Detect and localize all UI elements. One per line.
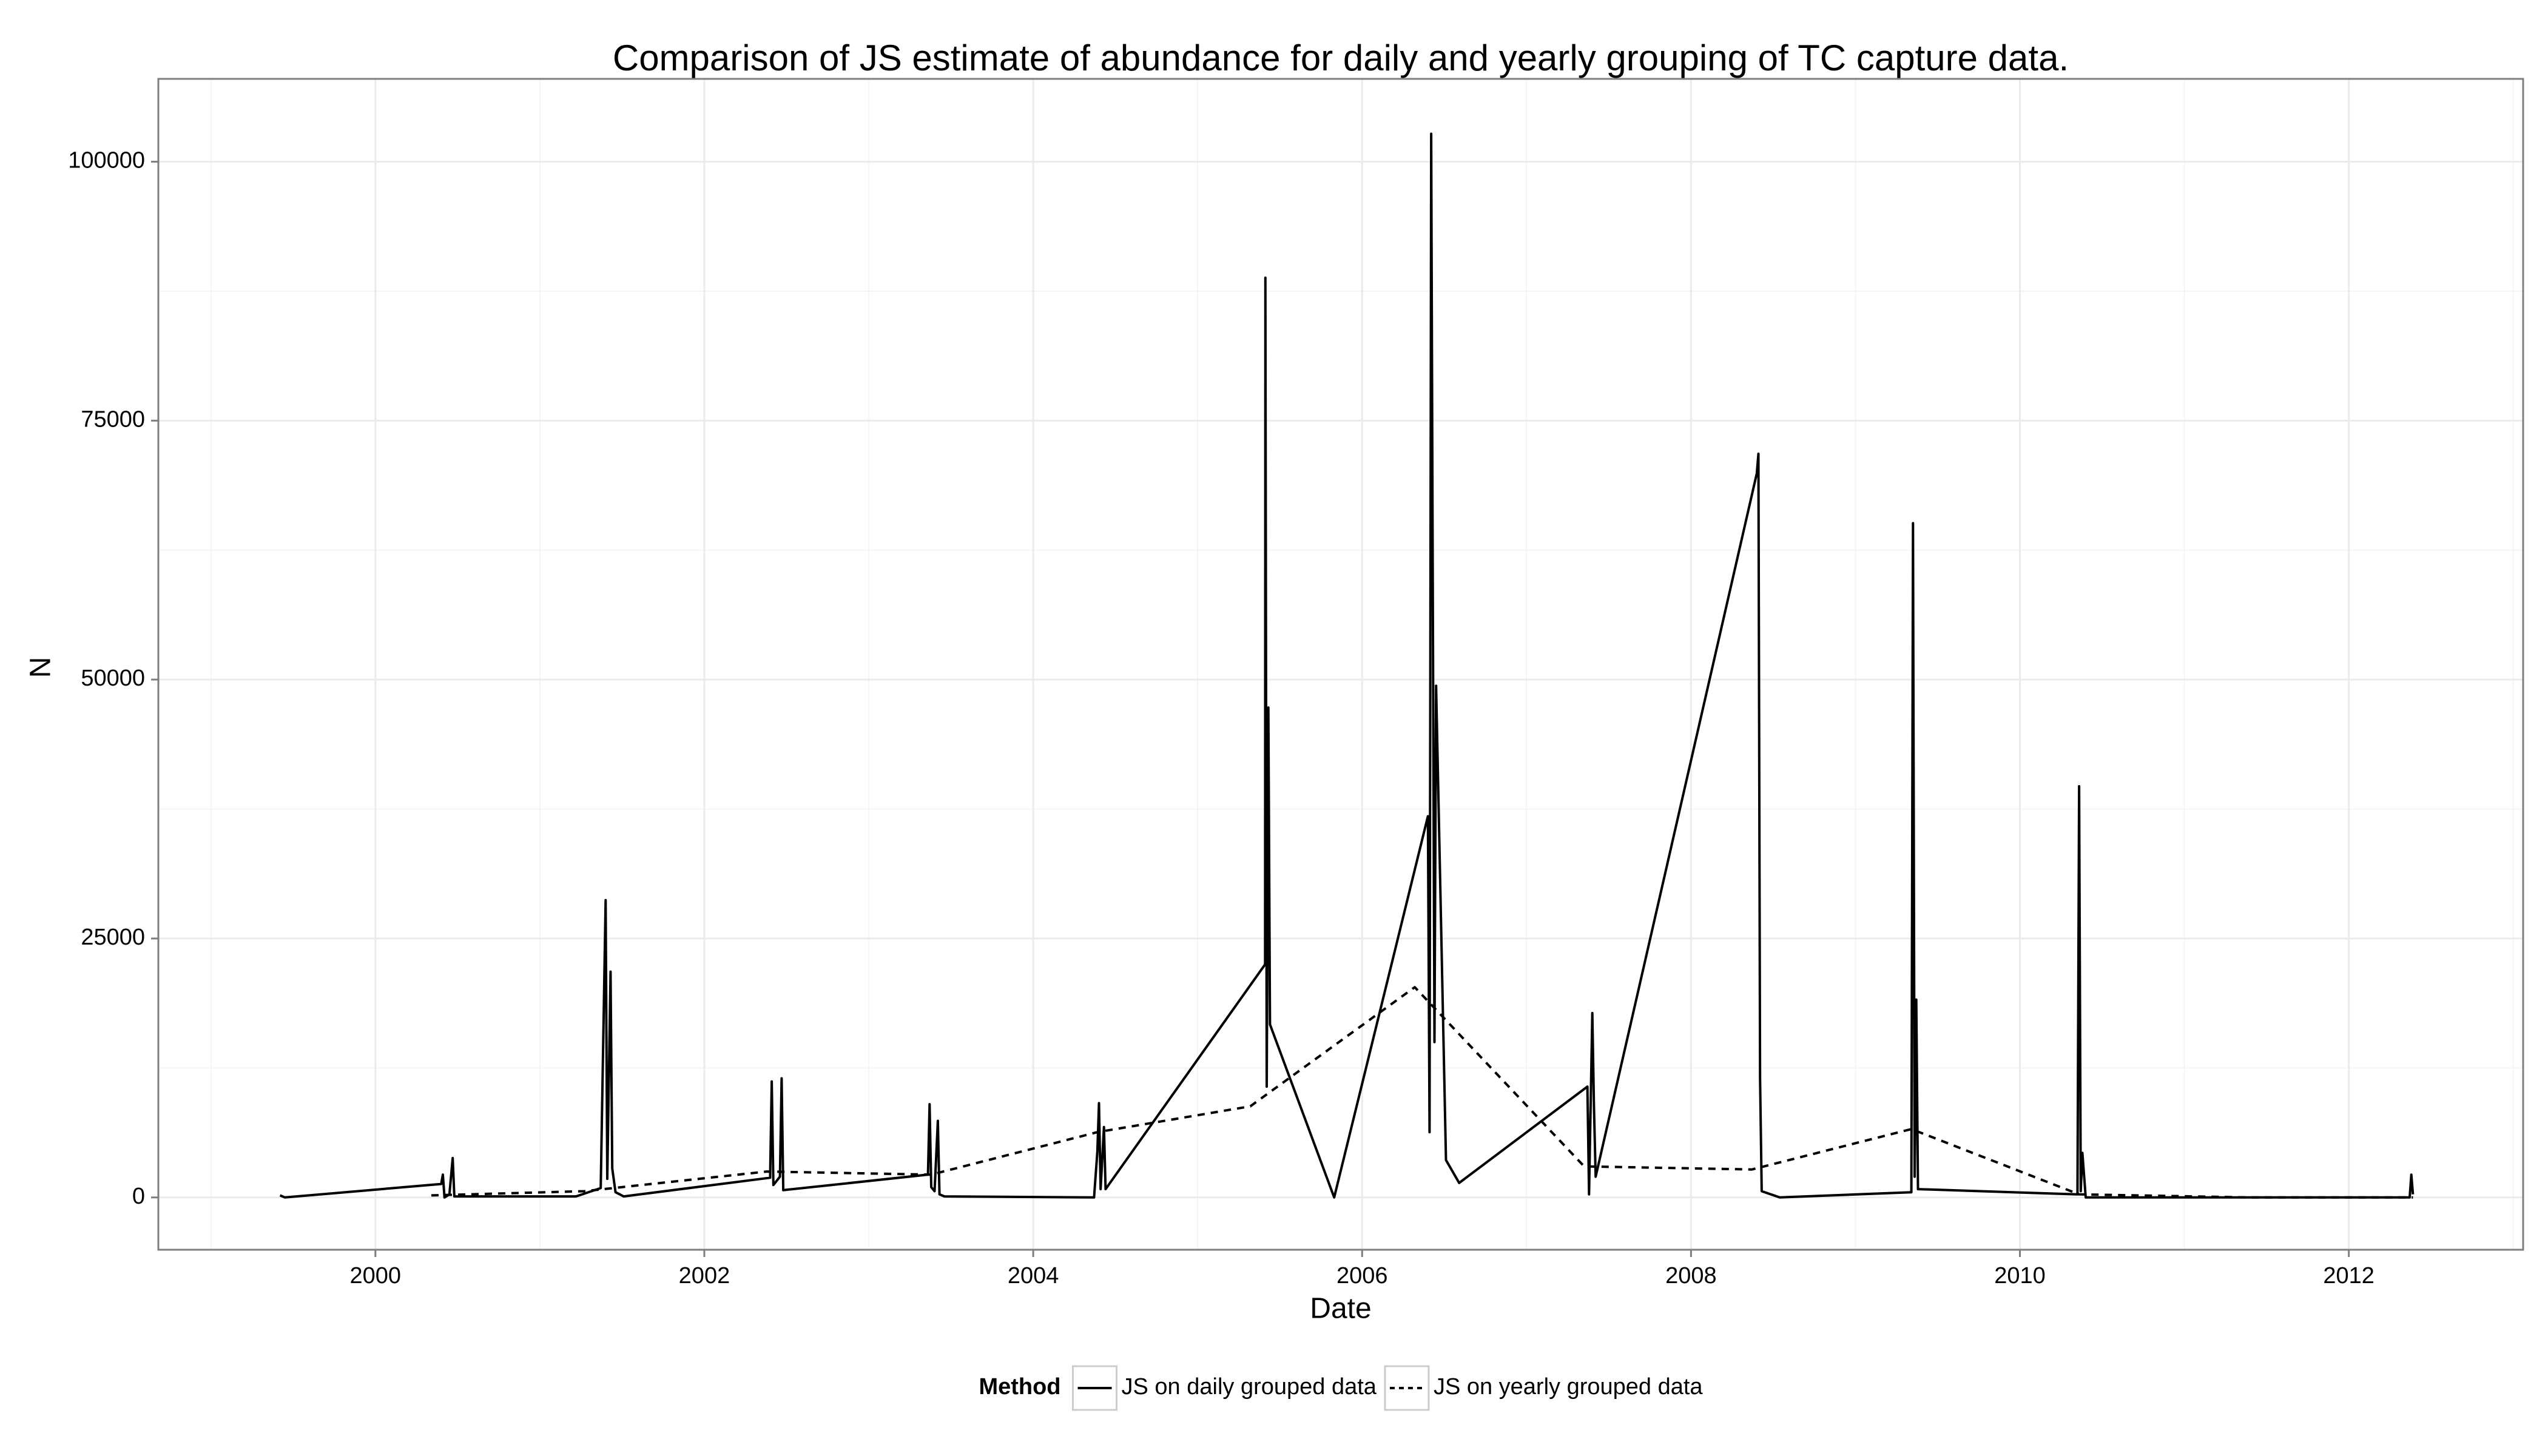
y-tick-label: 25000 — [81, 925, 145, 950]
x-tick-label: 2008 — [1665, 1263, 1717, 1289]
x-tick-label: 2012 — [2323, 1263, 2374, 1289]
plot-panel — [158, 79, 2523, 1250]
x-tick-label: 2002 — [679, 1263, 730, 1289]
y-tick-label: 50000 — [81, 666, 145, 691]
y-tick-label: 100000 — [68, 148, 145, 174]
legend-label: JS on daily grouped data — [1122, 1374, 1377, 1400]
x-tick-label: 2004 — [1008, 1263, 1059, 1289]
y-axis-label: N — [25, 657, 57, 678]
x-tick-label: 2010 — [1994, 1263, 2046, 1289]
plot-border — [157, 78, 2524, 1251]
legend: Method JS on daily grouped data JS on year… — [979, 1365, 1703, 1411]
data-line — [431, 986, 2413, 1199]
chart-title: Comparison of JS estimate of abundance f… — [613, 38, 2069, 78]
y-tick-label: 0 — [132, 1184, 145, 1209]
legend-title: Method — [979, 1374, 1060, 1400]
legend-label: JS on yearly grouped data — [1434, 1374, 1703, 1400]
y-tick-label: 75000 — [81, 406, 145, 432]
x-tick-label: 2000 — [350, 1263, 402, 1289]
x-tick-label: 2006 — [1336, 1263, 1388, 1289]
x-axis-label: Date — [1310, 1293, 1371, 1325]
data-line — [279, 132, 2415, 1199]
